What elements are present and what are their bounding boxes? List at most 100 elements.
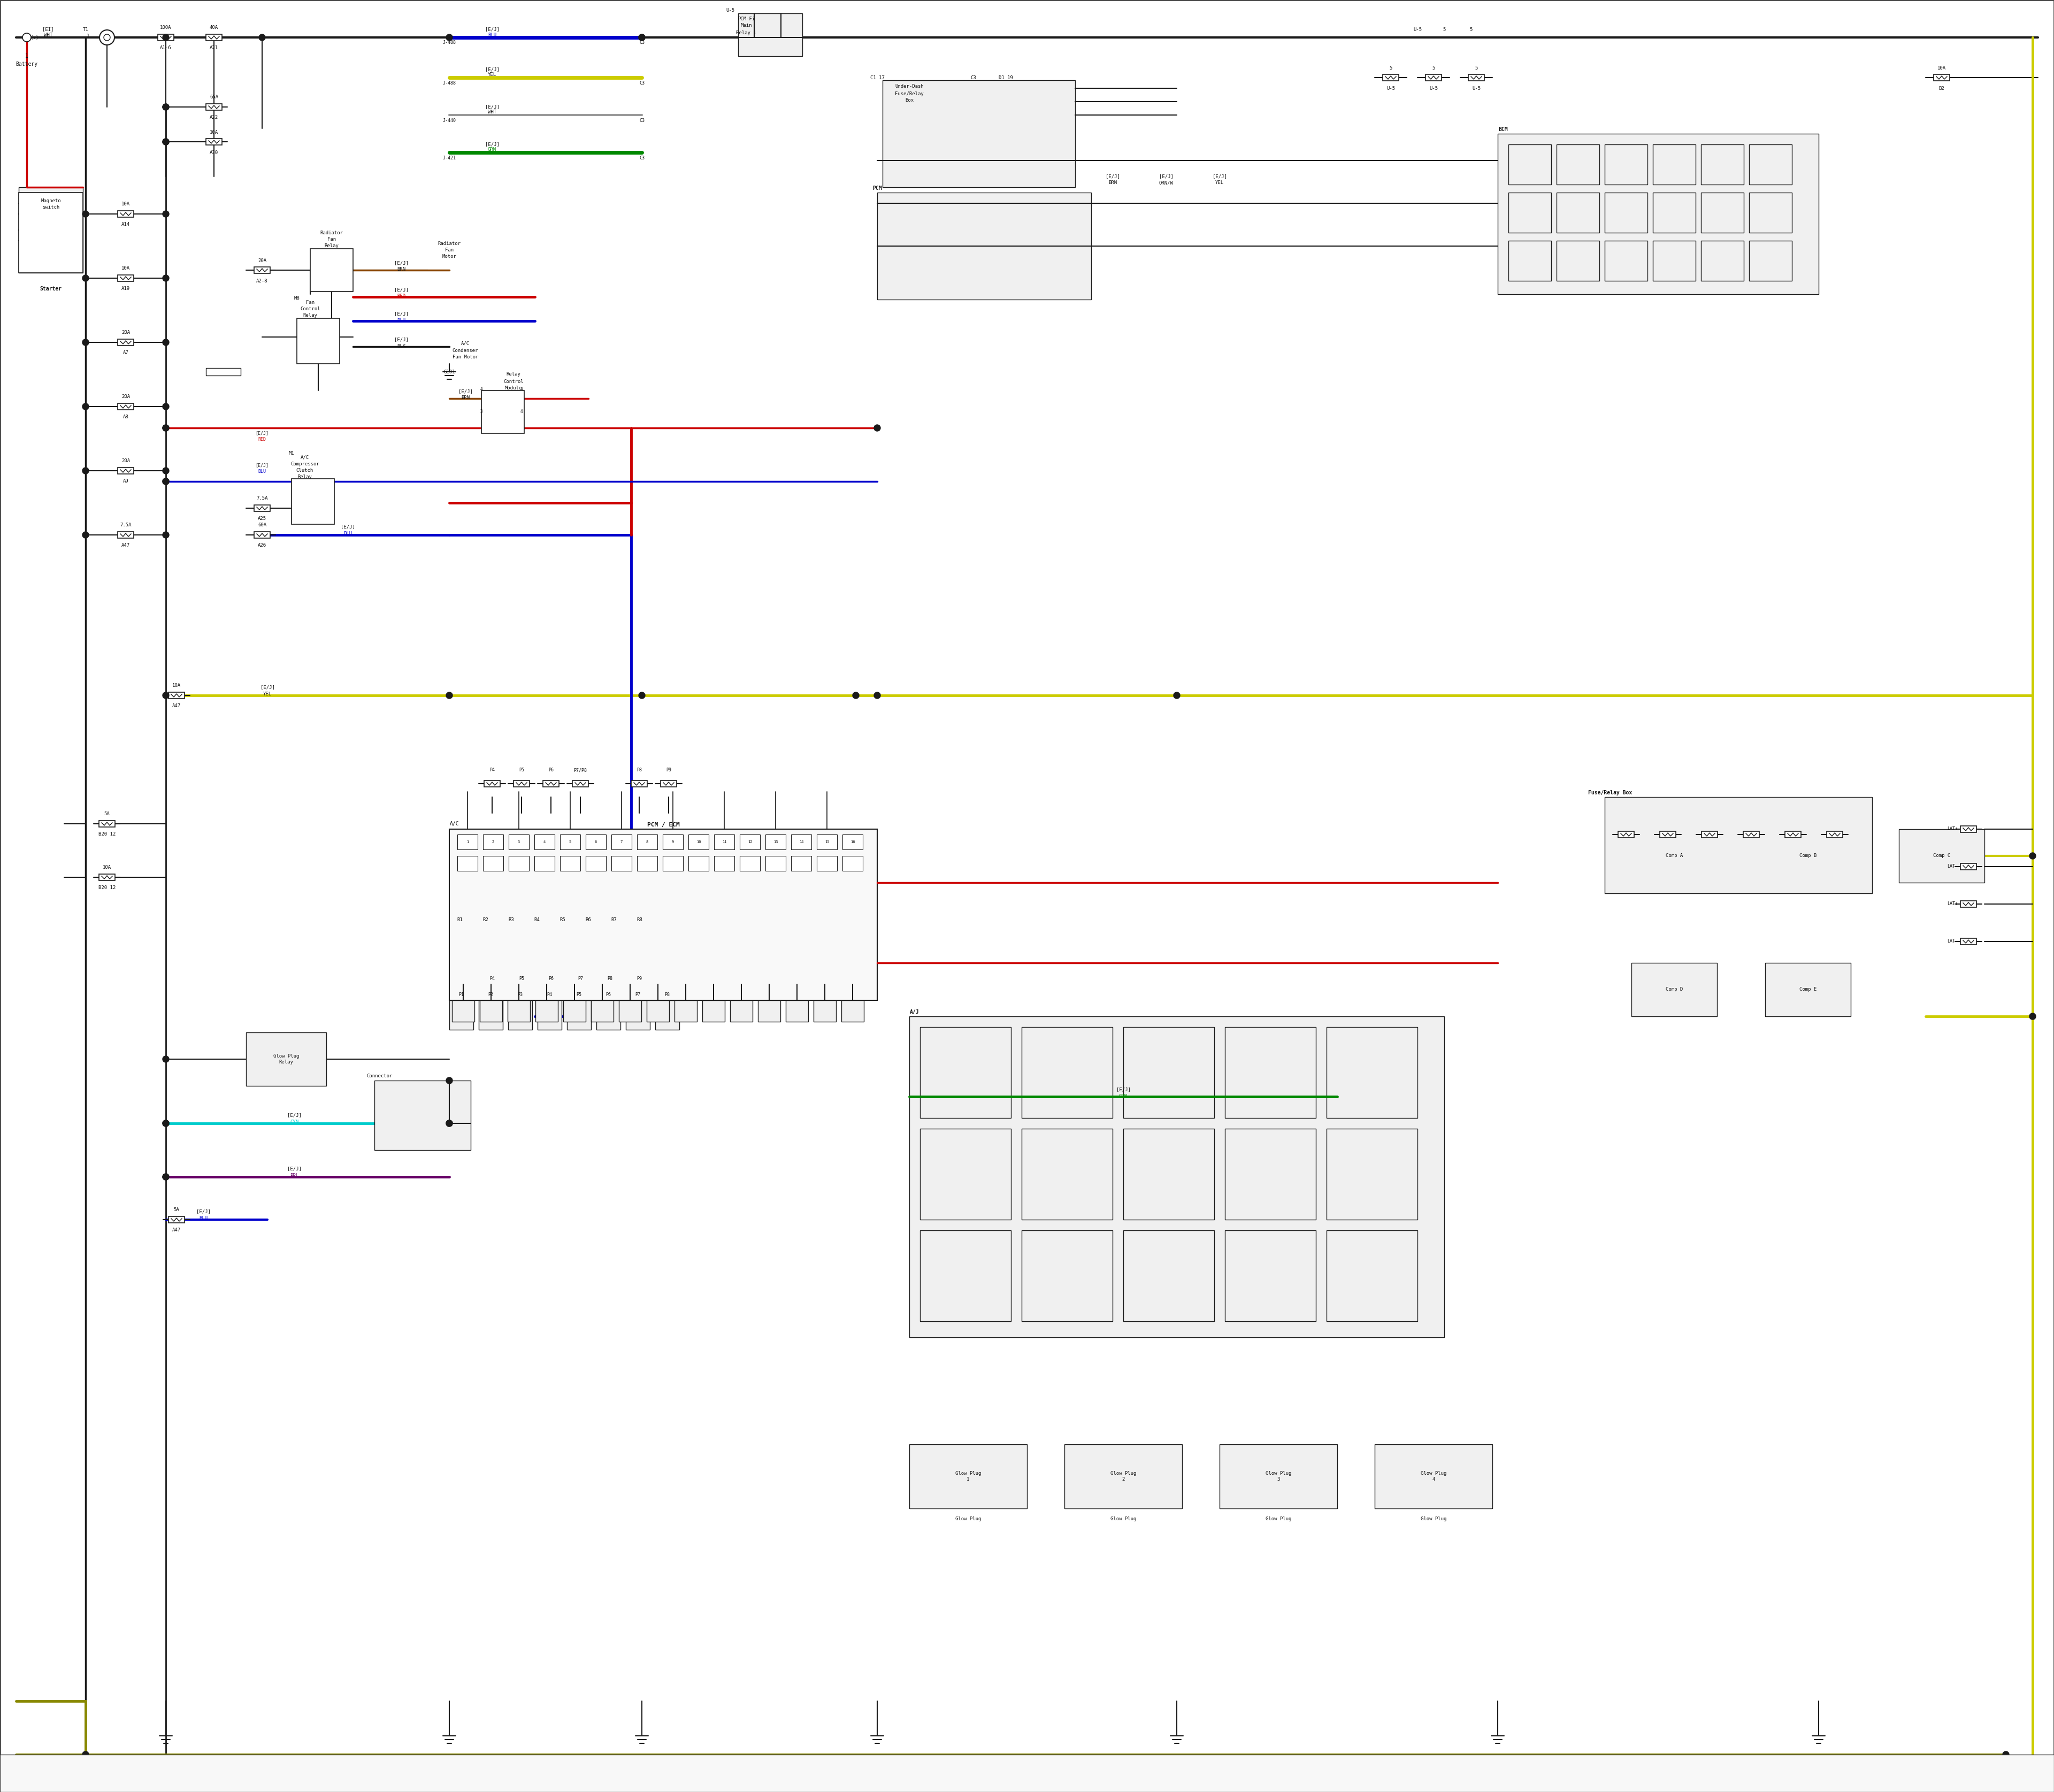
Text: Comp C: Comp C [1933, 853, 1951, 858]
Bar [1604, 797, 1871, 894]
Text: U-5: U-5 [1413, 27, 1421, 32]
Bar [1604, 192, 1647, 233]
Text: P8: P8 [663, 993, 670, 998]
Circle shape [1173, 692, 1179, 699]
Bar [1960, 939, 1976, 944]
Bar [1508, 145, 1551, 185]
Bar [255, 505, 271, 511]
Bar [604, 909, 624, 930]
Circle shape [639, 692, 645, 699]
Bar [791, 835, 811, 849]
Circle shape [82, 403, 88, 410]
Text: 1: 1 [86, 34, 90, 39]
Circle shape [446, 1077, 452, 1084]
Circle shape [162, 104, 168, 109]
Text: 10A: 10A [121, 202, 129, 206]
Bar [715, 835, 735, 849]
Bar [1898, 830, 1984, 883]
Bar [1557, 192, 1600, 233]
Text: Battery: Battery [16, 61, 37, 66]
Text: [EI]: [EI] [43, 27, 53, 32]
Bar [877, 192, 1091, 299]
Text: B20 12: B20 12 [99, 885, 115, 891]
Text: Comp B: Comp B [1799, 853, 1816, 858]
Bar [1960, 901, 1976, 907]
Circle shape [162, 211, 168, 217]
Text: A/J: A/J [910, 1009, 920, 1014]
Bar [920, 1027, 1011, 1118]
Bar [758, 1000, 781, 1021]
Circle shape [162, 339, 168, 346]
Bar [534, 857, 555, 871]
Text: 5: 5 [1432, 66, 1436, 70]
Bar [485, 781, 499, 787]
Circle shape [2029, 853, 2036, 858]
Bar [1653, 145, 1697, 185]
Text: 20A: 20A [121, 330, 129, 335]
Bar [612, 835, 633, 849]
Bar [715, 857, 735, 871]
Text: 10A: 10A [1937, 66, 1945, 70]
Text: Comp E: Comp E [1799, 987, 1816, 993]
Text: Module: Module [505, 385, 522, 391]
Text: 7: 7 [620, 840, 622, 844]
Bar [1701, 192, 1744, 233]
Bar [1960, 826, 1976, 831]
Bar [117, 211, 134, 217]
Text: Relay 1: Relay 1 [735, 30, 756, 36]
Text: U-5: U-5 [1473, 86, 1481, 91]
Text: Condenser: Condenser [452, 348, 479, 353]
Bar [1021, 1129, 1113, 1220]
Text: A9: A9 [123, 478, 129, 484]
Bar [1604, 145, 1647, 185]
Bar [474, 909, 497, 930]
Text: P5: P5 [575, 993, 581, 998]
Bar [117, 468, 134, 473]
Text: C3: C3 [639, 41, 645, 45]
Text: Relay: Relay [298, 475, 312, 478]
Text: switch: switch [43, 204, 60, 210]
Bar [117, 339, 134, 346]
Text: RED: RED [259, 437, 267, 443]
Text: 5A: 5A [175, 1208, 179, 1213]
Bar [1785, 831, 1801, 837]
Text: 10A: 10A [103, 866, 111, 871]
Text: [E/J]: [E/J] [485, 104, 499, 109]
Text: A47: A47 [173, 1228, 181, 1233]
Bar [910, 1444, 1027, 1509]
Text: B2: B2 [1939, 86, 1945, 91]
Circle shape [162, 274, 168, 281]
Text: C3: C3 [972, 75, 976, 81]
Text: Compressor: Compressor [290, 461, 318, 466]
Text: BLU: BLU [487, 32, 497, 38]
Text: C1 17: C1 17 [871, 75, 885, 81]
Text: BLU: BLU [259, 470, 267, 475]
Bar [612, 857, 633, 871]
Text: ORN/W: ORN/W [1158, 181, 1173, 185]
Bar [920, 1129, 1011, 1220]
Text: 13: 13 [772, 840, 778, 844]
Text: 14: 14 [799, 840, 803, 844]
Text: A47: A47 [121, 543, 129, 548]
Text: B20 12: B20 12 [99, 831, 115, 837]
Text: R4: R4 [534, 918, 540, 923]
Text: LAT+: LAT+ [1947, 901, 1957, 907]
Text: P6: P6 [548, 769, 555, 772]
Bar [655, 1000, 680, 1030]
Text: BRN: BRN [1109, 181, 1117, 185]
Bar [813, 1000, 836, 1021]
Text: A22: A22 [210, 115, 218, 120]
Text: Fan: Fan [327, 237, 337, 242]
Bar [1750, 240, 1791, 281]
Text: P2: P2 [489, 993, 493, 998]
Bar [637, 835, 657, 849]
Bar [561, 857, 581, 871]
Text: A25: A25 [259, 516, 267, 521]
Text: A21: A21 [210, 47, 218, 50]
Text: P4: P4 [489, 977, 495, 982]
Bar [507, 1000, 530, 1021]
Circle shape [875, 692, 881, 699]
Circle shape [162, 1120, 168, 1127]
Text: A7: A7 [123, 351, 129, 355]
Circle shape [639, 34, 645, 41]
